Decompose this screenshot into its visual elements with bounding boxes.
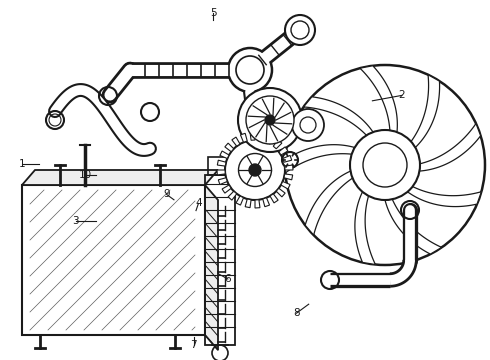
Polygon shape bbox=[408, 186, 481, 207]
Polygon shape bbox=[273, 140, 282, 149]
Text: 6: 6 bbox=[224, 274, 231, 284]
Polygon shape bbox=[281, 181, 290, 189]
Polygon shape bbox=[279, 147, 288, 155]
Polygon shape bbox=[205, 185, 218, 350]
Polygon shape bbox=[218, 178, 227, 185]
Text: 1: 1 bbox=[19, 159, 25, 169]
Text: 9: 9 bbox=[163, 189, 170, 199]
Polygon shape bbox=[419, 123, 481, 171]
Circle shape bbox=[228, 48, 272, 92]
Polygon shape bbox=[245, 199, 251, 208]
Polygon shape bbox=[305, 171, 352, 235]
Polygon shape bbox=[259, 132, 265, 141]
Polygon shape bbox=[276, 188, 285, 197]
Text: 8: 8 bbox=[293, 308, 300, 318]
Polygon shape bbox=[228, 191, 237, 200]
Polygon shape bbox=[283, 156, 292, 162]
Polygon shape bbox=[225, 143, 234, 152]
Circle shape bbox=[282, 152, 298, 168]
Text: 5: 5 bbox=[210, 8, 217, 18]
Circle shape bbox=[285, 15, 315, 45]
Polygon shape bbox=[270, 194, 278, 203]
Circle shape bbox=[225, 140, 285, 200]
Circle shape bbox=[238, 88, 302, 152]
Polygon shape bbox=[285, 145, 355, 173]
Text: 3: 3 bbox=[73, 216, 79, 226]
Polygon shape bbox=[236, 196, 244, 205]
Polygon shape bbox=[22, 170, 218, 185]
Polygon shape bbox=[360, 66, 397, 132]
Polygon shape bbox=[385, 199, 441, 254]
Polygon shape bbox=[250, 132, 255, 140]
Text: 4: 4 bbox=[195, 198, 202, 208]
Polygon shape bbox=[284, 174, 293, 180]
Polygon shape bbox=[220, 151, 229, 158]
Circle shape bbox=[292, 109, 324, 141]
Circle shape bbox=[265, 115, 275, 125]
Text: 10: 10 bbox=[79, 170, 92, 180]
Polygon shape bbox=[411, 75, 440, 148]
Polygon shape bbox=[355, 192, 375, 265]
Polygon shape bbox=[267, 135, 274, 144]
Polygon shape bbox=[241, 133, 247, 142]
Polygon shape bbox=[217, 170, 225, 175]
Circle shape bbox=[350, 130, 420, 200]
Polygon shape bbox=[285, 165, 293, 170]
Polygon shape bbox=[304, 97, 373, 135]
Polygon shape bbox=[255, 200, 260, 208]
Polygon shape bbox=[218, 160, 226, 166]
Circle shape bbox=[246, 96, 294, 144]
Text: 7: 7 bbox=[190, 340, 197, 350]
Polygon shape bbox=[222, 185, 231, 193]
Text: 2: 2 bbox=[398, 90, 405, 100]
Polygon shape bbox=[232, 137, 240, 146]
Polygon shape bbox=[263, 198, 270, 207]
Circle shape bbox=[249, 164, 261, 176]
